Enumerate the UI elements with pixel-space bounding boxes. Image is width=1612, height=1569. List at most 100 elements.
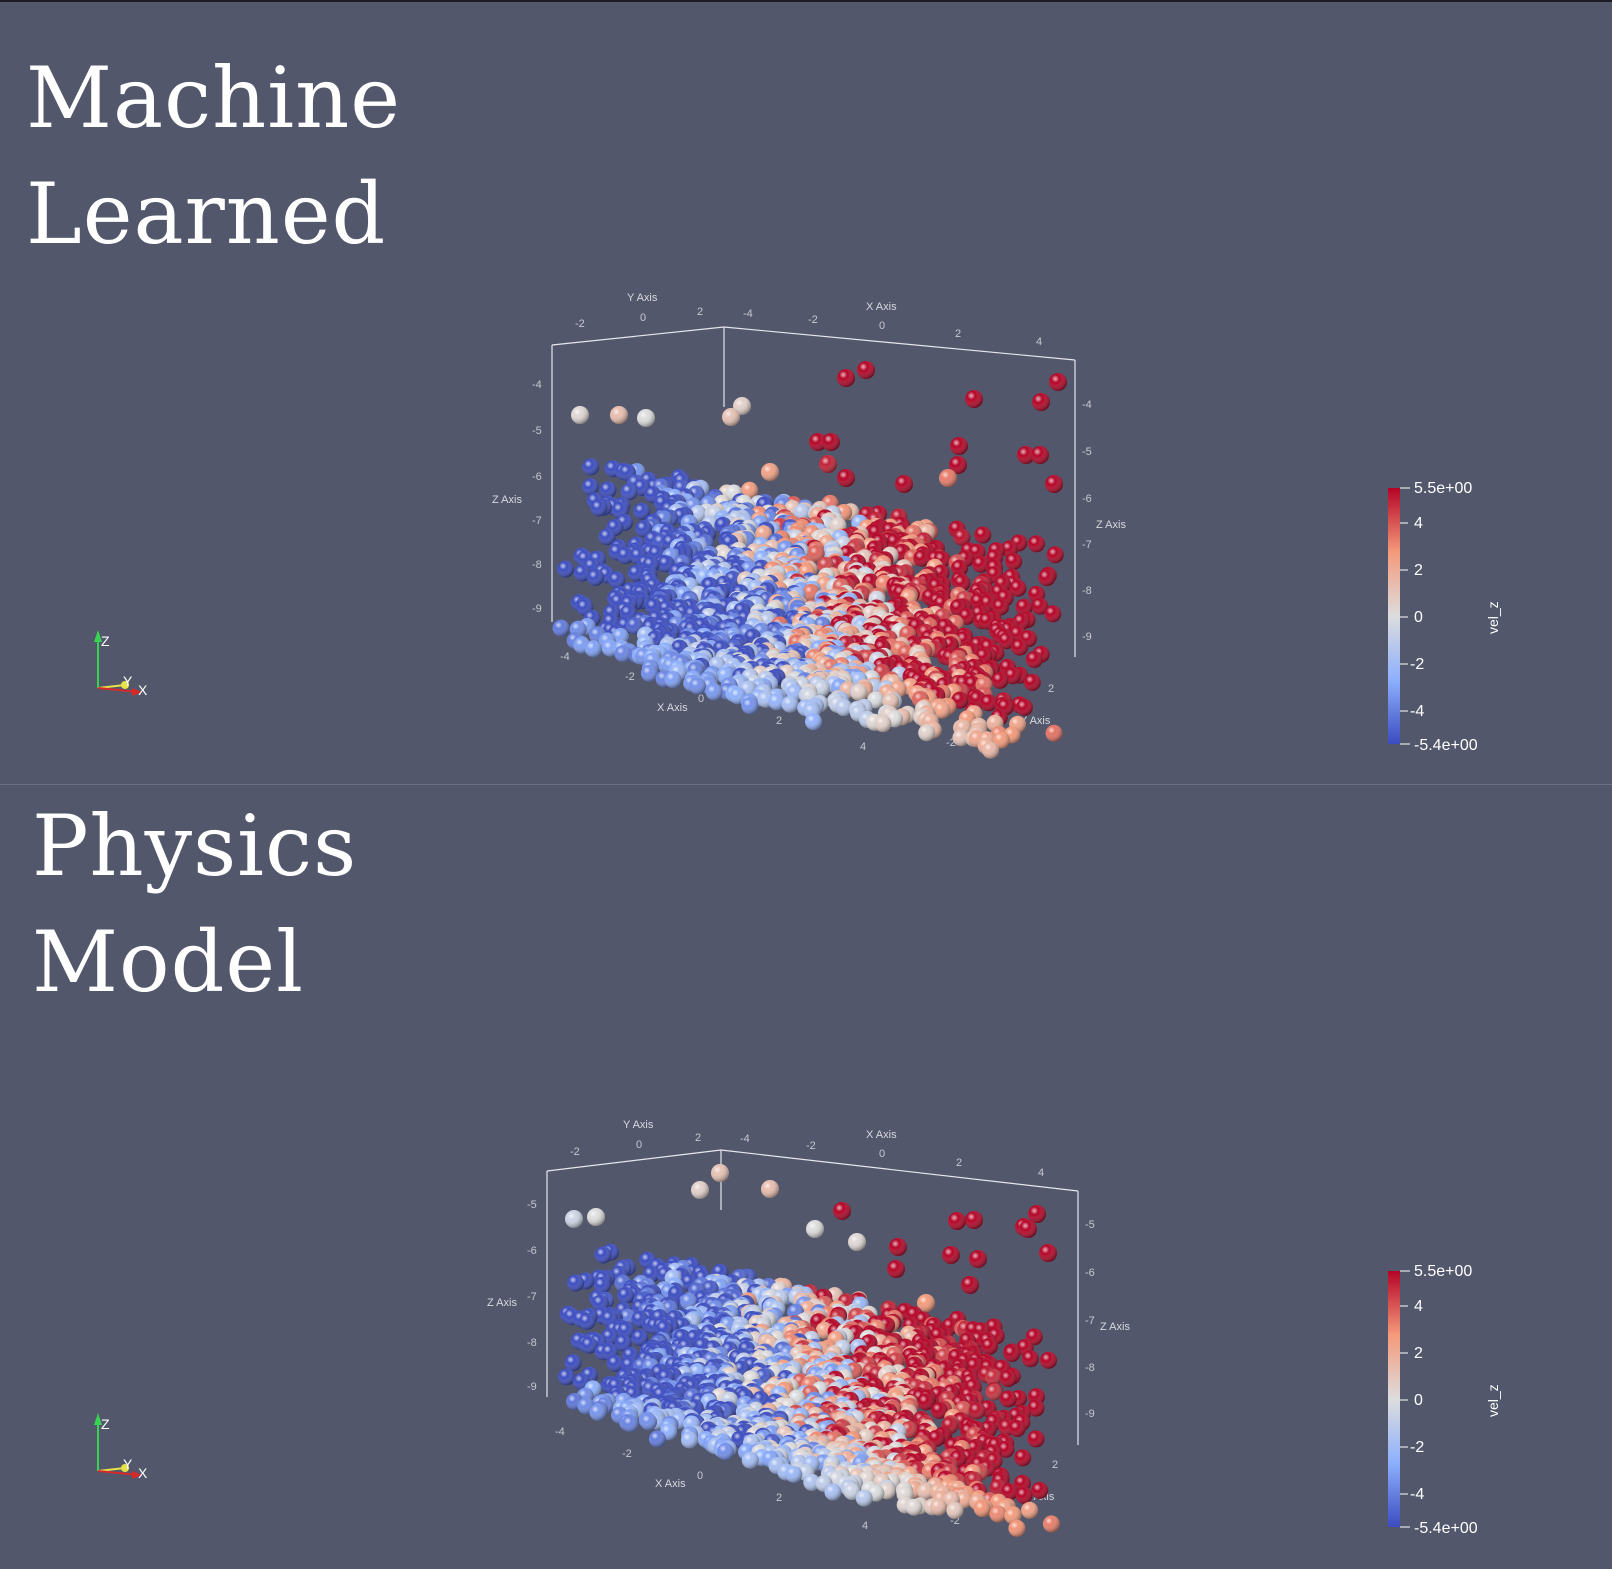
particle-shading (617, 1287, 635, 1304)
view-divider[interactable] (0, 784, 1612, 785)
scene-3d-physics-model[interactable]: Y Axis X Axis Z Axis Z Axis X Axis Y Axi… (0, 785, 1612, 1568)
tick-label: -4 (743, 308, 753, 320)
particle-shading (1003, 1345, 1021, 1362)
particle-shading (969, 1250, 987, 1268)
particle-shading (587, 1208, 605, 1226)
tick-label: -4 (532, 379, 542, 391)
tick-label: 2 (697, 306, 703, 318)
tick-label: 2 (1052, 1459, 1058, 1471)
triad-y-label: Y (123, 673, 133, 689)
particle-shading (992, 731, 1010, 749)
particle-shading (917, 1294, 935, 1312)
colorbar-vel-z[interactable]: 5.5e+00 4 2 0 -2 -4 -5.4e+00 vel_z (1388, 480, 1501, 754)
colorbar-tick-label: 0 (1414, 609, 1423, 626)
tick-label: 2 (956, 1157, 962, 1169)
colorbar-tick-label: -4 (1410, 703, 1424, 720)
right-z-axis-title: Z Axis (1100, 1321, 1130, 1333)
particle-shading (1019, 1220, 1037, 1238)
particle-shading (768, 693, 786, 711)
triad-z-label: Z (101, 633, 110, 649)
particle-shading (558, 1368, 575, 1386)
tick-label: -8 (532, 559, 542, 571)
particle-shading (616, 547, 634, 565)
particle-shading (606, 1354, 624, 1372)
particle-shading (610, 406, 628, 424)
particle-shading (582, 478, 599, 496)
tick-label: 0 (879, 320, 885, 332)
tick-label: 4 (862, 1520, 868, 1532)
tick-label: 0 (879, 1148, 885, 1160)
tick-label: -2 (622, 1448, 632, 1460)
render-view-physics-model[interactable]: Physics Model Y Axis X Axis Z Axis Z Axi… (0, 785, 1612, 1569)
particle-shading (999, 1390, 1017, 1408)
particle-shading (1015, 698, 1033, 716)
particle-shading (809, 433, 827, 451)
scene-3d-machine-learned[interactable]: Y Axis X Axis Z Axis Z Axis X Axis Y Axi… (0, 2, 1612, 786)
tick-label: -7 (1082, 539, 1092, 551)
tick-label: -2 (806, 1140, 816, 1152)
particle-shading (689, 677, 706, 695)
particle-shading (711, 1164, 729, 1182)
particle-shading (806, 1220, 824, 1238)
particle-shading (637, 409, 655, 427)
view-title-line-1: Machine (26, 49, 401, 147)
tick-label: 2 (695, 1132, 701, 1144)
particle-shading (573, 564, 591, 582)
tick-label: -2 (946, 737, 956, 749)
triad-x-label: X (138, 682, 148, 698)
bottom-x-axis-title: X Axis (655, 1478, 686, 1490)
particle-shading (781, 695, 799, 713)
particle-shading (1038, 569, 1056, 587)
tick-label: -2 (570, 1146, 580, 1158)
bottom-x-axis-title: X Axis (657, 702, 688, 714)
tick-label: -7 (527, 1291, 537, 1303)
tick-label: 4 (1036, 336, 1042, 348)
tick-label: -9 (527, 1381, 537, 1393)
colorbar-max-label: 5.5e+00 (1414, 480, 1472, 497)
particle-shading (972, 555, 990, 573)
particle-shading (874, 715, 892, 733)
particle-shading (1025, 651, 1043, 668)
particle-shading (991, 671, 1009, 689)
particle-shading (837, 369, 855, 387)
particle-shading (895, 475, 913, 493)
colorbar-tick-label: -2 (1410, 656, 1424, 673)
colorbar-gradient (1388, 488, 1400, 744)
particle-shading (985, 1383, 1003, 1401)
render-view-machine-learned[interactable]: Machine Learned Y Axis X Axis Z Axis Z A… (0, 0, 1612, 784)
particle-shading (578, 1312, 596, 1330)
particle-shading (974, 526, 992, 544)
particle-shading (1040, 1351, 1057, 1369)
particle-shading (584, 640, 602, 658)
particle-shading (1005, 552, 1023, 570)
tick-label: -9 (1085, 1408, 1095, 1420)
tick-label: -5 (1082, 446, 1092, 458)
particle-shading (984, 1368, 1002, 1386)
particle-shading (948, 1212, 966, 1230)
particle-shading (722, 408, 740, 426)
particle-shading (917, 1393, 935, 1411)
tick-label: -4 (555, 1426, 565, 1438)
particle-shading (582, 458, 600, 476)
particle-shading (835, 699, 853, 717)
tick-label: 2 (776, 715, 782, 727)
orientation-axes-triad: Z Y X (94, 630, 148, 698)
particle-shading (733, 397, 751, 415)
particle-shading (633, 502, 651, 520)
particle-shading (961, 1276, 979, 1294)
particle-shading (1032, 393, 1050, 411)
particle-shading (614, 645, 632, 663)
particle-shading (552, 619, 570, 637)
colorbar-title: vel_z (1485, 601, 1501, 634)
particle-shading (998, 632, 1016, 650)
view-title-line-1: Physics (32, 797, 358, 895)
particle-shading (571, 406, 589, 424)
particle-shading (1039, 1244, 1057, 1262)
tick-label: -4 (740, 1133, 750, 1145)
particle-shading (1045, 475, 1063, 493)
particle-shading (598, 528, 616, 546)
tick-label: 0 (640, 312, 646, 324)
particle-shading (741, 481, 758, 499)
tick-label: -2 (575, 318, 585, 330)
tick-label: -8 (527, 1337, 537, 1349)
